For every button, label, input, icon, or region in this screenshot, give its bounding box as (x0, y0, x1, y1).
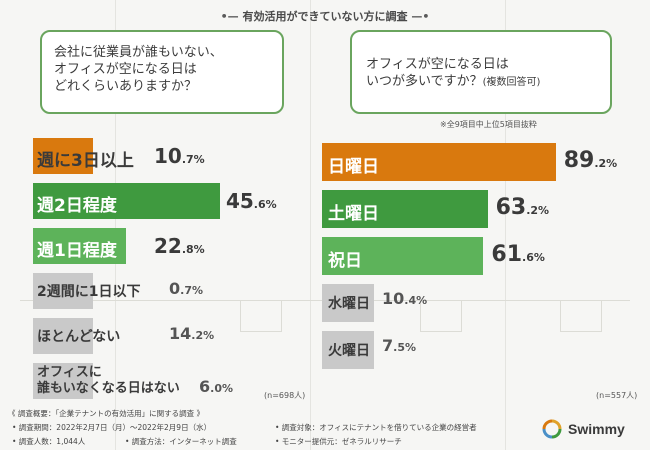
left-bar-label-line: 週2日程度 (37, 196, 117, 216)
left-bar-4 (33, 318, 93, 354)
left-question-text: 会社に従業員が誰もいない、 オフィスが空になる日は どれくらいありますか？ (54, 45, 223, 94)
left-bar-label-line: ほとんどない (37, 329, 121, 345)
right-note: ※全9項目中上位5項目抜粋 (440, 120, 537, 129)
value-int: 0 (169, 279, 181, 298)
value-frac: .7% (180, 284, 203, 297)
left-bar-label-line: オフィスに (37, 365, 102, 380)
value-int: 10 (382, 289, 405, 308)
left-bar-3 (33, 273, 93, 309)
right-bar-1 (322, 190, 488, 228)
bg-line (505, 0, 506, 450)
value-int: 7 (382, 336, 394, 355)
bg-line (310, 0, 311, 450)
value-int: 6 (199, 377, 211, 396)
right-bar-2 (322, 237, 484, 275)
left-bar-label-line: 週1日程度 (37, 241, 117, 261)
left-n-label: (n=698人) (264, 391, 306, 400)
right-bar-3 (322, 284, 374, 322)
header-title: •— 有効活用ができていない方に調査 —• (220, 10, 430, 23)
footer-monitor: • モニター提供元：ゼネラルリサーチ (275, 437, 402, 446)
right-n-label: (n=557人) (596, 391, 638, 400)
value-int: 10 (154, 144, 182, 168)
value-frac: .2% (526, 204, 550, 217)
left-bar-value-3: 0.7% (169, 279, 203, 298)
left-bar-1 (33, 183, 220, 219)
footer-overview: 《 調査概要：「企業テナントの有効活用」に関する調査 》 (8, 409, 205, 418)
left-bar-label-line: 2週間に1日以下 (37, 284, 141, 300)
right-bar-label-4: 火曜日 (328, 343, 370, 359)
value-frac: .6% (253, 198, 277, 211)
right-bar-value-0: 89.2% (564, 148, 617, 173)
bg-monitor (240, 300, 282, 332)
left-bar-value-1: 45.6% (226, 189, 277, 213)
value-frac: .2% (594, 157, 618, 170)
left-bar-value-2: 22.8% (154, 234, 205, 258)
right-bar-label-2: 祝日 (328, 251, 362, 271)
left-bar-5 (33, 363, 93, 399)
value-int: 89 (563, 148, 595, 173)
value-int: 22 (154, 234, 182, 258)
left-bar-value-5: 6.0% (199, 377, 233, 396)
left-bar-label-4: ほとんどない (37, 326, 120, 346)
left-bar-0 (33, 138, 93, 174)
bg-monitor (560, 300, 602, 332)
right-bar-value-2: 61.6% (491, 242, 544, 267)
right-bar-label-0: 日曜日 (328, 157, 379, 177)
footer-people: • 調査人数：1,044人 (12, 437, 86, 446)
value-int: 61 (491, 242, 523, 267)
footer-target: • 調査対象：オフィスにテナントを借りている企業の経営者 (275, 423, 477, 432)
right-bar-label-3: 水曜日 (328, 296, 370, 312)
footer-method: • 調査方法：インターネット調査 (125, 437, 237, 446)
left-bar-label-1: 週2日程度 (37, 191, 117, 216)
right-bar-0 (322, 143, 556, 181)
left-bar-label-2: 週1日程度 (37, 236, 117, 261)
footer-period: • 調査期間：2022年2月7日（月）～2022年2月9日（水） (12, 423, 212, 432)
left-bar-label-0: 週に3日以上 (37, 146, 134, 171)
left-bar-value-0: 10.7% (154, 144, 205, 168)
value-int: 63 (495, 195, 527, 220)
value-frac: .5% (393, 341, 416, 354)
value-frac: .8% (181, 243, 205, 256)
right-question-text: オフィスが空になる日は いつが多いですか？(複数回答可) (366, 57, 541, 89)
left-bar-label-5: オフィスに 誰もいなくなる日はない (37, 365, 180, 397)
right-bar-label-1: 土曜日 (328, 204, 379, 224)
left-bar-label-line: 週に3日以上 (37, 151, 134, 171)
value-frac: .2% (191, 329, 215, 342)
value-frac: .6% (522, 251, 545, 264)
bg-line (115, 0, 116, 450)
right-bar-4 (322, 331, 374, 369)
value-int: 14 (169, 324, 192, 343)
value-frac: .0% (210, 382, 233, 395)
left-bar-2 (33, 228, 127, 264)
left-bar-label-line: 誰もいなくなる日はない (37, 381, 180, 396)
value-frac: .7% (181, 153, 205, 166)
right-bar-value-3: 10.4% (382, 289, 427, 308)
left-bar-label-3: 2週間に1日以下 (37, 281, 140, 301)
right-bar-value-1: 63.2% (496, 195, 549, 220)
swimmy-logo-icon (542, 419, 562, 439)
left-bar-value-4: 14.2% (169, 324, 214, 343)
value-int: 45 (225, 189, 254, 213)
right-bar-value-4: 7.5% (382, 336, 416, 355)
bg-monitor (420, 300, 462, 332)
right-question-box: オフィスが空になる日は いつが多いですか？(複数回答可) (350, 30, 612, 114)
brand-name: Swimmy (568, 421, 625, 437)
value-frac: .4% (404, 294, 428, 307)
left-question-box: 会社に従業員が誰もいない、 オフィスが空になる日は どれくらいありますか？ (40, 30, 284, 114)
